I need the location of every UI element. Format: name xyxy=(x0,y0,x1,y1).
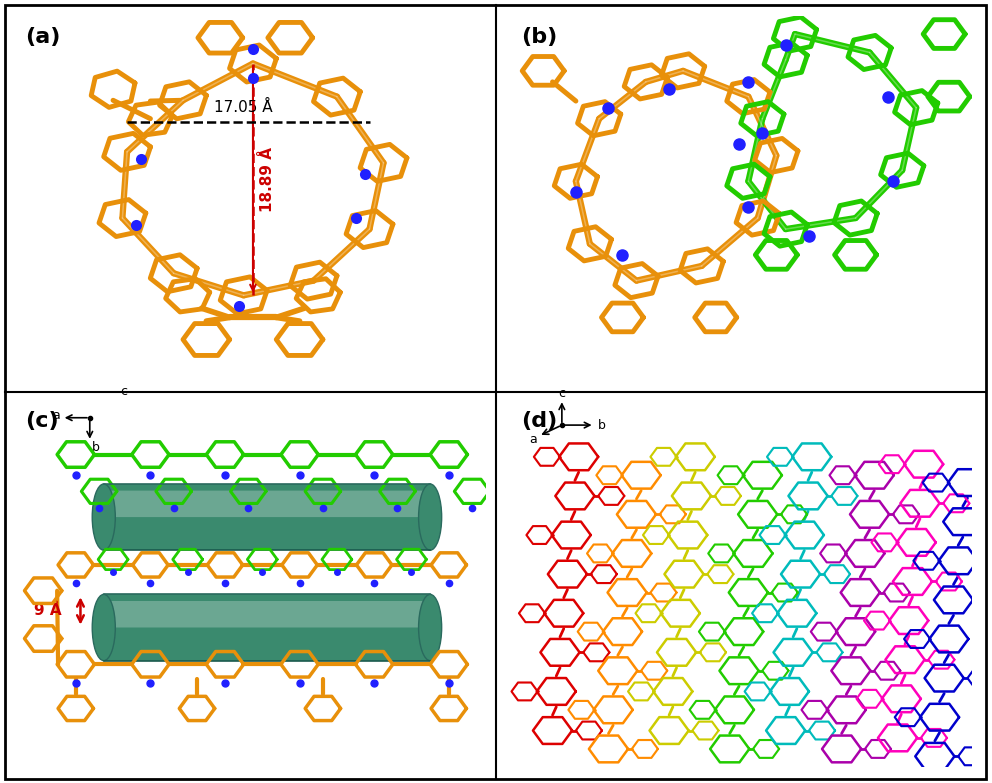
Text: (a): (a) xyxy=(25,27,61,48)
FancyBboxPatch shape xyxy=(104,491,431,517)
Text: a: a xyxy=(529,433,537,446)
Text: 9 Å: 9 Å xyxy=(34,604,62,619)
Text: b: b xyxy=(91,441,99,453)
Text: (c): (c) xyxy=(25,411,59,431)
FancyBboxPatch shape xyxy=(104,601,431,627)
Text: c: c xyxy=(558,388,565,400)
Ellipse shape xyxy=(419,594,441,661)
Ellipse shape xyxy=(92,484,115,550)
Text: b: b xyxy=(597,419,605,431)
Ellipse shape xyxy=(419,484,441,550)
Text: a: a xyxy=(53,410,61,422)
Text: (b): (b) xyxy=(521,27,558,48)
Text: c: c xyxy=(120,384,127,398)
Text: (d): (d) xyxy=(521,411,558,431)
Bar xyxy=(104,484,431,550)
Bar xyxy=(104,594,431,661)
Text: 18.89 Å: 18.89 Å xyxy=(260,147,275,212)
Ellipse shape xyxy=(92,594,115,661)
Text: 17.05 Å: 17.05 Å xyxy=(214,100,273,115)
